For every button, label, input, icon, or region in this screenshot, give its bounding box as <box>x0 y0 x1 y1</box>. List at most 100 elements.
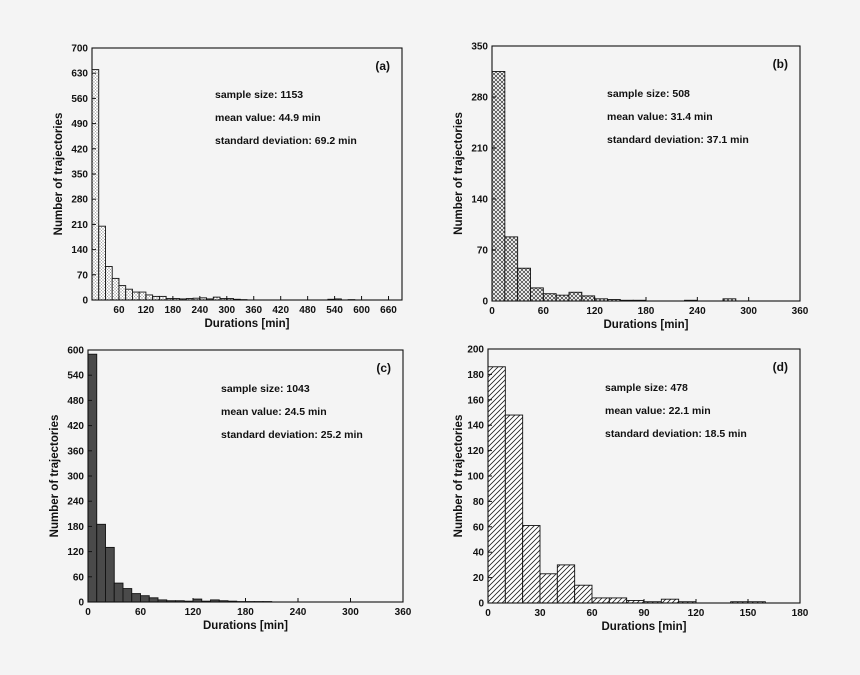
histogram-bar <box>148 597 159 603</box>
histogram-bar <box>87 353 98 603</box>
x-tick-label: 180 <box>792 608 809 619</box>
x-tick-label: 60 <box>135 607 147 618</box>
y-tick-label: 700 <box>71 44 88 55</box>
histogram-bar <box>574 584 593 604</box>
histogram-bar <box>487 366 506 604</box>
histogram-bar <box>111 277 120 301</box>
x-tick-label: 120 <box>138 305 155 316</box>
x-tick-label: 120 <box>586 306 603 317</box>
x-axis-title: Durations [min] <box>203 620 288 632</box>
histogram-bar <box>145 294 154 301</box>
y-tick-label: 210 <box>471 144 488 155</box>
x-tick-label: 0 <box>489 306 495 317</box>
mean-value-text: mean value: 24.5 min <box>221 406 327 418</box>
panel-label: (b) <box>773 57 788 71</box>
histogram-bar <box>539 573 558 604</box>
y-axis-title: Number of trajectories <box>453 415 465 538</box>
x-tick-label: 60 <box>586 608 598 619</box>
histogram-bar <box>517 267 531 302</box>
histogram-bar <box>91 69 100 301</box>
panel-label: (c) <box>376 361 391 375</box>
histogram-bar <box>125 288 133 301</box>
histogram-bar <box>113 582 124 603</box>
histogram-bar <box>581 295 596 302</box>
y-tick-label: 60 <box>73 572 85 583</box>
y-tick-label: 350 <box>71 170 88 181</box>
panel-label: (a) <box>375 59 390 73</box>
y-tick-label: 160 <box>467 395 484 406</box>
sample-size-text: sample size: 1153 <box>215 89 303 101</box>
y-tick-label: 140 <box>467 421 484 432</box>
mean-value-text: mean value: 44.9 min <box>215 112 321 124</box>
x-tick-label: 60 <box>113 305 125 316</box>
histogram-bar <box>105 546 115 603</box>
histogram-bar <box>96 523 106 603</box>
x-tick-label: 30 <box>534 608 546 619</box>
histogram-bar <box>140 595 150 603</box>
x-tick-label: 240 <box>290 607 307 618</box>
histogram-bar <box>530 287 544 302</box>
std-deviation-text: standard deviation: 69.2 min <box>215 135 357 147</box>
x-tick-label: 180 <box>237 607 254 618</box>
y-tick-label: 40 <box>473 548 485 559</box>
histogram-bar <box>131 593 141 603</box>
x-tick-label: 90 <box>638 608 650 619</box>
histogram-bar <box>608 597 628 604</box>
y-tick-label: 540 <box>67 371 84 382</box>
y-axis-title: Number of trajectories <box>49 415 61 538</box>
y-tick-label: 490 <box>71 119 88 130</box>
x-tick-label: 480 <box>299 305 316 316</box>
x-tick-label: 540 <box>326 305 343 316</box>
y-tick-label: 200 <box>467 345 484 356</box>
y-tick-label: 140 <box>471 195 488 206</box>
y-tick-label: 0 <box>82 296 88 307</box>
plot-frame <box>491 45 801 302</box>
histogram-bar <box>122 588 133 603</box>
y-tick-label: 20 <box>473 573 485 584</box>
chart-panel: 0 70 140 210 280 350 420 490 560 630 700 60 120 180 24… <box>53 44 403 330</box>
y-tick-label: 0 <box>478 599 484 610</box>
y-tick-label: 60 <box>473 522 485 533</box>
sample-size-text: sample size: 508 <box>607 88 690 100</box>
y-tick-label: 600 <box>67 346 84 357</box>
x-axis-title: Durations [min] <box>602 621 687 633</box>
y-tick-label: 360 <box>67 446 84 457</box>
sample-size-text: sample size: 1043 <box>221 383 310 395</box>
x-axis-title: Durations [min] <box>604 319 689 331</box>
mean-value-text: mean value: 31.4 min <box>607 111 713 123</box>
histogram-bar <box>556 564 576 604</box>
histogram-bar <box>118 285 127 301</box>
x-tick-label: 360 <box>792 306 809 317</box>
y-tick-label: 280 <box>471 93 488 104</box>
y-tick-label: 180 <box>467 370 484 381</box>
y-tick-label: 560 <box>71 94 88 105</box>
histogram-bar <box>491 71 506 302</box>
chart-panel: 0 60 120 180 240 300 360 420 480 540 600 0 60 120 180 2… <box>49 346 412 633</box>
histogram-bar <box>131 291 140 301</box>
y-tick-label: 350 <box>471 42 488 53</box>
mean-value-text: mean value: 22.1 min <box>605 405 711 417</box>
y-tick-label: 100 <box>467 472 484 483</box>
histogram-bar <box>504 236 519 302</box>
x-tick-label: 120 <box>688 608 705 619</box>
y-tick-label: 420 <box>71 144 88 155</box>
y-tick-label: 280 <box>71 195 88 206</box>
y-axis-title: Number of trajectories <box>453 112 465 235</box>
y-tick-label: 630 <box>71 69 88 80</box>
x-tick-label: 180 <box>638 306 655 317</box>
y-tick-label: 480 <box>67 396 84 407</box>
y-tick-label: 70 <box>477 246 489 257</box>
x-tick-label: 240 <box>689 306 706 317</box>
histogram-bar <box>660 598 680 604</box>
x-tick-label: 360 <box>395 607 412 618</box>
x-tick-label: 300 <box>342 607 359 618</box>
x-tick-label: 0 <box>485 608 491 619</box>
std-deviation-text: standard deviation: 37.1 min <box>607 134 749 146</box>
std-deviation-text: standard deviation: 25.2 min <box>221 429 363 441</box>
x-tick-label: 240 <box>191 305 208 316</box>
x-tick-label: 360 <box>245 305 262 316</box>
x-tick-label: 0 <box>85 607 91 618</box>
histogram-bar <box>555 294 570 302</box>
y-tick-label: 0 <box>78 598 84 609</box>
